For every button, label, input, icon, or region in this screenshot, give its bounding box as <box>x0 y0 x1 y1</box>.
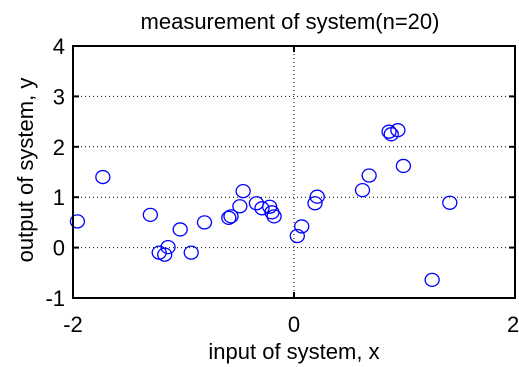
data-point <box>254 201 270 216</box>
grid-lines <box>73 46 515 298</box>
data-point <box>381 124 397 139</box>
data-point <box>160 239 176 255</box>
data-point <box>157 247 173 262</box>
x-tick-label: 0 <box>288 312 300 337</box>
data-point <box>289 228 305 244</box>
y-tick-label: 3 <box>53 84 65 109</box>
plot-frame <box>72 45 516 299</box>
data-point <box>309 189 325 204</box>
x-tick-labels: -2 0 2 <box>63 312 519 337</box>
data-point <box>442 195 458 210</box>
y-tick-label: 2 <box>53 135 65 160</box>
data-point <box>221 210 237 226</box>
data-point <box>390 123 406 138</box>
y-tick-label: -1 <box>45 286 65 311</box>
data-point <box>307 196 323 211</box>
data-point <box>361 168 377 183</box>
data-point <box>354 182 371 198</box>
data-point <box>232 199 248 214</box>
tick-marks <box>72 45 516 299</box>
data-point <box>248 196 265 211</box>
y-tick-label: 1 <box>53 185 65 210</box>
x-tick-label: -2 <box>63 312 83 337</box>
data-point <box>395 158 412 174</box>
y-tick-label: 0 <box>53 236 65 261</box>
data-point <box>196 215 213 230</box>
data-point <box>183 245 199 260</box>
x-tick-label: 2 <box>507 312 519 337</box>
data-points <box>69 123 458 288</box>
data-point <box>69 214 86 229</box>
y-tick-label: 4 <box>53 34 65 59</box>
x-axis-label: input of system, x <box>208 339 379 364</box>
data-point <box>235 184 251 199</box>
data-point <box>294 219 310 234</box>
data-point <box>223 209 239 224</box>
data-point <box>142 207 159 222</box>
data-point <box>95 169 111 185</box>
y-tick-labels: -1 0 1 2 3 4 <box>45 34 65 311</box>
data-point <box>424 272 440 288</box>
data-point <box>172 222 188 237</box>
chart-title: measurement of system(n=20) <box>141 9 440 34</box>
y-axis-label: output of system, y <box>13 78 38 263</box>
data-point <box>266 209 282 224</box>
